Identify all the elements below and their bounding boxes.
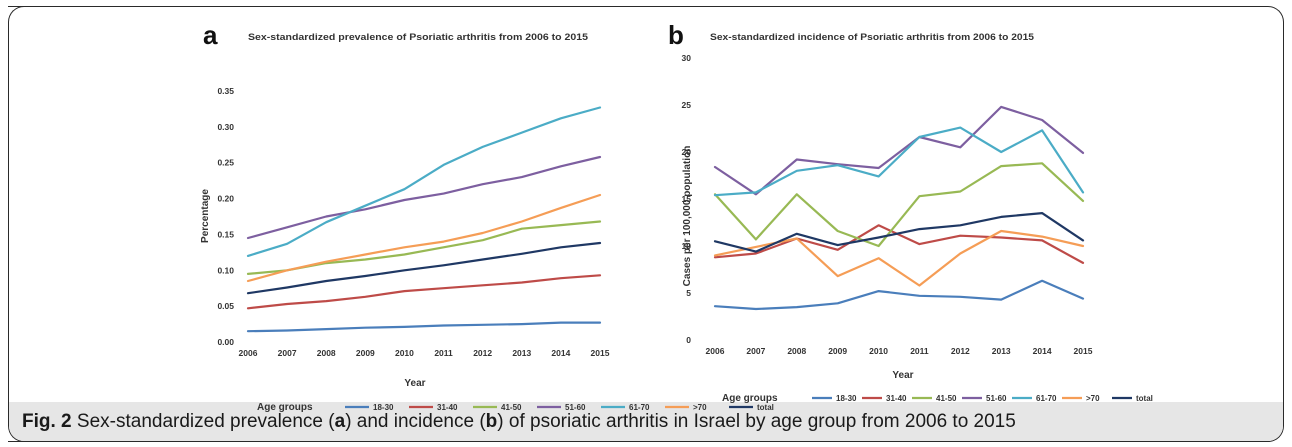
panel-label-b: b (668, 20, 684, 50)
figure-frame (8, 6, 1284, 442)
legend-label-total: total (1136, 394, 1153, 403)
x-tick-label: 2013 (512, 348, 531, 358)
y-tick-label: 0.00 (217, 337, 234, 347)
series-line-31-40 (713, 224, 1085, 264)
series-line-51-60 (713, 105, 1085, 196)
legend-label-total: total (757, 403, 774, 412)
chart-title: Sex-standardized prevalence of Psoriatic… (248, 32, 589, 43)
y-tick-label: 0.20 (217, 194, 234, 204)
series-line-51-60 (246, 155, 602, 240)
y-tick-label: 0.05 (217, 301, 234, 311)
legend-label-41-50: 41-50 (501, 403, 522, 412)
x-tick-label: 2014 (551, 348, 570, 358)
panel-label-a: a (203, 20, 218, 50)
legend-label-61-70: 61-70 (629, 403, 650, 412)
y-tick-label: 15 (682, 194, 692, 204)
y-tick-label: 0 (686, 335, 691, 345)
y-tick-label: 30 (682, 53, 692, 63)
x-tick-label: 2010 (395, 348, 414, 358)
x-tick-label: 2008 (317, 348, 336, 358)
legend-label-gt70: >70 (1086, 394, 1100, 403)
x-tick-label: 2015 (591, 348, 610, 358)
x-tick-label: 2010 (869, 346, 888, 356)
series-line-41-50 (713, 162, 1085, 248)
caption-panel-a: a (334, 411, 346, 432)
series-line-18-30 (246, 321, 602, 333)
series-line-18-30 (713, 279, 1085, 311)
x-tick-label: 2009 (828, 346, 847, 356)
series-line-total (246, 241, 602, 295)
caption-panel-b: b (485, 411, 498, 432)
legend-label-31-40: 31-40 (437, 403, 458, 412)
caption-text-3: ) of psoriatic arthritis in Israel by ag… (497, 411, 1016, 432)
y-tick-label: 25 (682, 100, 692, 110)
legend-label-51-60: 51-60 (986, 394, 1007, 403)
x-tick-label: 2014 (1033, 346, 1052, 356)
x-tick-label: 2013 (992, 346, 1011, 356)
y-tick-label: 20 (682, 147, 692, 157)
legend-label-31-40: 31-40 (886, 394, 907, 403)
caption-background (9, 402, 1283, 441)
series-line-61-70 (713, 126, 1085, 197)
x-tick-label: 2007 (278, 348, 297, 358)
series-line-31-40 (246, 274, 602, 310)
x-tick-label: 2006 (706, 346, 725, 356)
caption-text-2: ) and incidence ( (345, 411, 486, 432)
y-tick-label: 0.25 (217, 158, 234, 168)
legend-label-gt70: >70 (693, 403, 707, 412)
chart-title: Sex-standardized incidence of Psoriatic … (710, 32, 1035, 43)
x-axis-label: Year (892, 370, 913, 381)
x-tick-label: 2011 (910, 346, 929, 356)
legend-label-61-70: 61-70 (1036, 394, 1057, 403)
y-tick-label: 0.30 (217, 122, 234, 132)
y-tick-label: 5 (686, 288, 691, 298)
figure-caption: Fig. 2 Sex-standardized prevalence (a) a… (22, 411, 1016, 433)
y-tick-label: 0.15 (217, 229, 234, 239)
legend-label-18-30: 18-30 (836, 394, 857, 403)
legend-label-51-60: 51-60 (565, 403, 586, 412)
y-tick-label: 10 (682, 241, 692, 251)
y-tick-label: 0.35 (217, 86, 234, 96)
y-axis-label: Cases per 100,000 population (682, 146, 693, 287)
series-line-41-50 (246, 220, 602, 275)
legend-label-41-50: 41-50 (936, 394, 957, 403)
x-axis-label: Year (404, 378, 425, 389)
x-tick-label: 2009 (356, 348, 375, 358)
x-tick-label: 2015 (1074, 346, 1093, 356)
y-tick-label: 0.10 (217, 265, 234, 275)
series-line-61-70 (246, 106, 602, 257)
series-line-total (713, 212, 1085, 253)
x-tick-label: 2012 (473, 348, 492, 358)
legend-title: Age groups (257, 402, 313, 413)
x-tick-label: 2006 (239, 348, 258, 358)
legend-label-18-30: 18-30 (373, 403, 394, 412)
caption-fig-label: Fig. 2 (22, 411, 72, 432)
x-tick-label: 2012 (951, 346, 970, 356)
x-tick-label: 2011 (434, 348, 453, 358)
legend-title: Age groups (722, 393, 778, 404)
x-tick-label: 2007 (746, 346, 765, 356)
caption-text-1: Sex-standardized prevalence ( (71, 411, 335, 432)
series-line-gt70 (246, 193, 602, 283)
x-tick-label: 2008 (787, 346, 806, 356)
y-axis-label: Percentage (200, 189, 211, 243)
